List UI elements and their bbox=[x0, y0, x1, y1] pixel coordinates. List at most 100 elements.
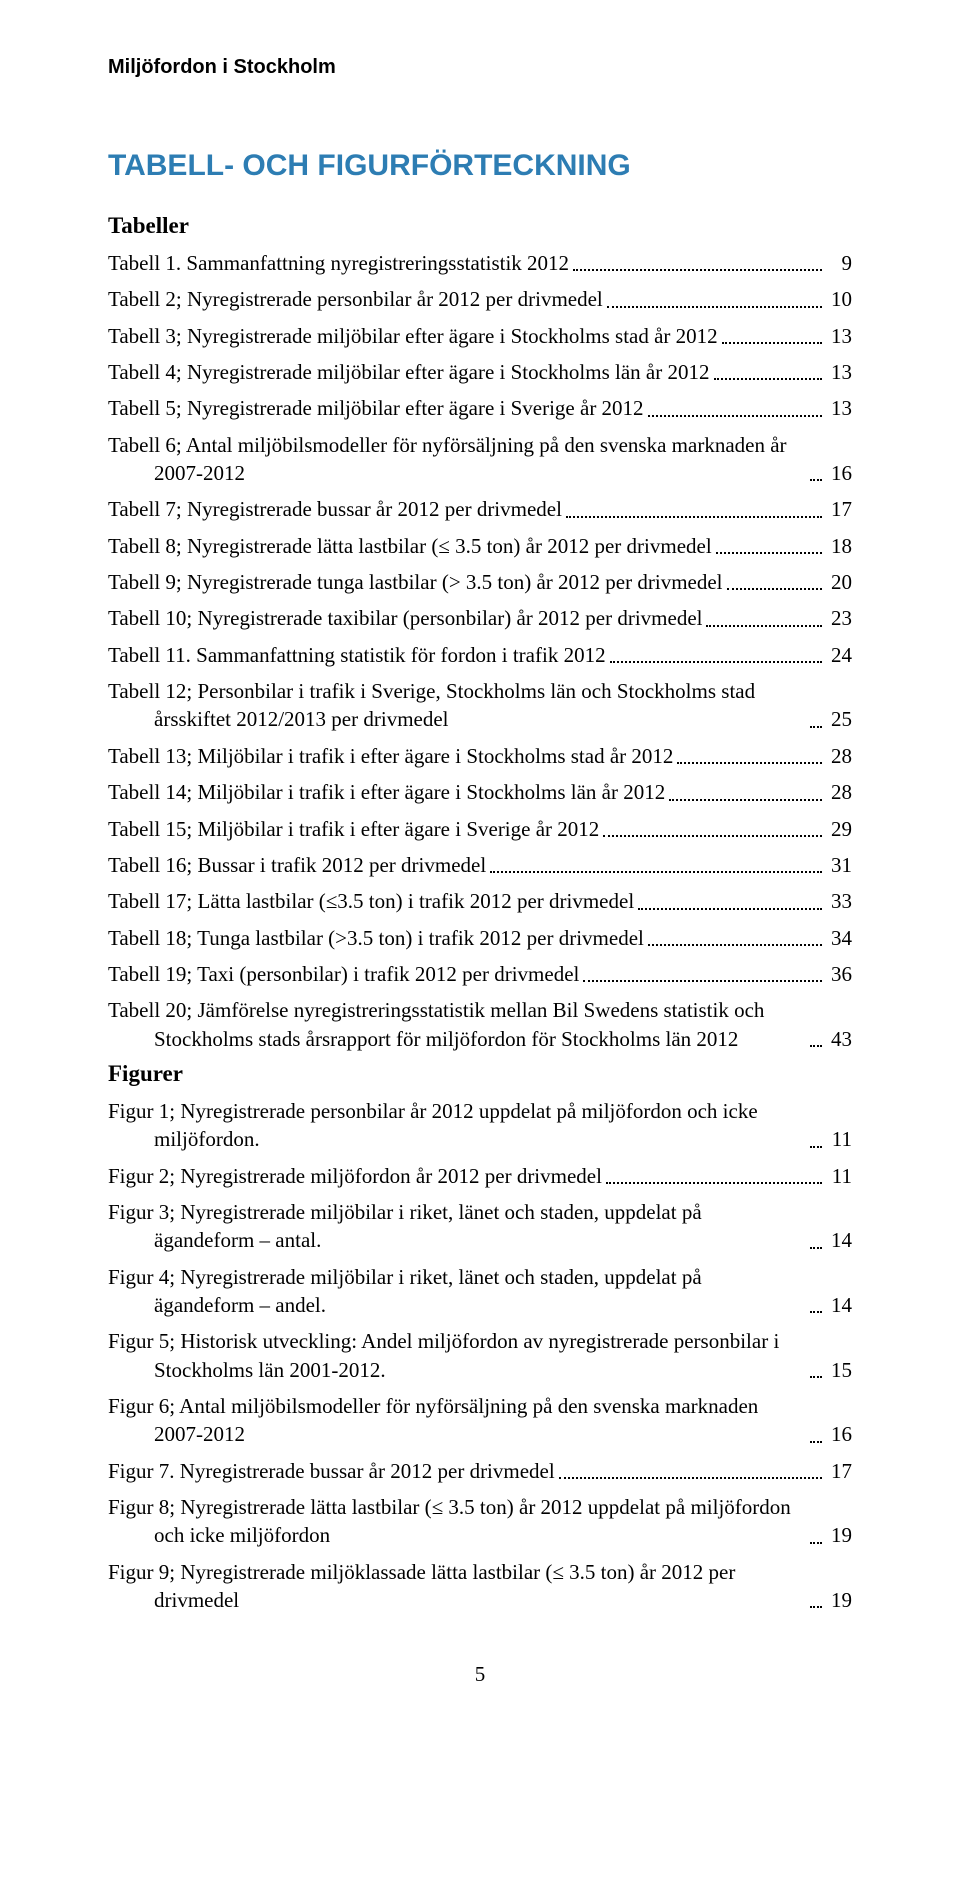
toc-leader bbox=[677, 761, 822, 764]
toc-leader bbox=[810, 725, 822, 728]
tabeller-list: Tabell 1. Sammanfattning nyregistrerings… bbox=[108, 249, 852, 1053]
toc-text: Tabell 9; Nyregistrerade tunga lastbilar… bbox=[108, 568, 723, 596]
toc-text: Tabell 7; Nyregistrerade bussar år 2012 … bbox=[108, 495, 562, 523]
page-number: 5 bbox=[108, 1662, 852, 1687]
toc-page: 36 bbox=[826, 960, 852, 988]
toc-text: Figur 1; Nyregistrerade personbilar år 2… bbox=[108, 1097, 806, 1154]
toc-page: 31 bbox=[826, 851, 852, 879]
toc-page: 19 bbox=[826, 1586, 852, 1614]
toc-row: Tabell 15; Miljöbilar i trafik i efter ä… bbox=[108, 815, 852, 843]
toc-leader bbox=[610, 660, 822, 663]
toc-page: 17 bbox=[826, 495, 852, 523]
toc-text: Tabell 19; Taxi (personbilar) i trafik 2… bbox=[108, 960, 579, 988]
toc-row: Tabell 9; Nyregistrerade tunga lastbilar… bbox=[108, 568, 852, 596]
toc-text: Tabell 11. Sammanfattning statistik för … bbox=[108, 641, 606, 669]
toc-row: Tabell 10; Nyregistrerade taxibilar (per… bbox=[108, 604, 852, 632]
toc-row: Figur 7. Nyregistrerade bussar år 2012 p… bbox=[108, 1457, 852, 1485]
toc-text: Tabell 2; Nyregistrerade personbilar år … bbox=[108, 285, 603, 313]
toc-row: Figur 3; Nyregistrerade miljöbilar i rik… bbox=[108, 1198, 852, 1255]
toc-text: Tabell 3; Nyregistrerade miljöbilar efte… bbox=[108, 322, 718, 350]
toc-row: Tabell 18; Tunga lastbilar (>3.5 ton) i … bbox=[108, 924, 852, 952]
toc-leader bbox=[810, 1246, 822, 1249]
toc-page: 20 bbox=[826, 568, 852, 596]
toc-page: 25 bbox=[826, 705, 852, 733]
toc-leader bbox=[559, 1476, 822, 1479]
toc-leader bbox=[810, 1605, 822, 1608]
toc-row: Tabell 20; Jämförelse nyregistreringssta… bbox=[108, 996, 852, 1053]
toc-page: 11 bbox=[826, 1162, 852, 1190]
toc-text: Tabell 14; Miljöbilar i trafik i efter ä… bbox=[108, 778, 665, 806]
toc-text: Tabell 8; Nyregistrerade lätta lastbilar… bbox=[108, 532, 712, 560]
toc-page: 28 bbox=[826, 778, 852, 806]
document-page: Miljöfordon i Stockholm TABELL- OCH FIGU… bbox=[0, 0, 960, 1747]
toc-leader bbox=[566, 515, 822, 518]
toc-row: Figur 6; Antal miljöbilsmodeller för nyf… bbox=[108, 1392, 852, 1449]
toc-leader bbox=[727, 587, 822, 590]
toc-row: Tabell 16; Bussar i trafik 2012 per driv… bbox=[108, 851, 852, 879]
toc-page: 24 bbox=[826, 641, 852, 669]
toc-page: 23 bbox=[826, 604, 852, 632]
toc-leader bbox=[606, 1181, 822, 1184]
toc-page: 11 bbox=[826, 1125, 852, 1153]
toc-page: 10 bbox=[826, 285, 852, 313]
toc-text: Figur 4; Nyregistrerade miljöbilar i rik… bbox=[108, 1263, 806, 1320]
toc-page: 13 bbox=[826, 322, 852, 350]
toc-page: 29 bbox=[826, 815, 852, 843]
toc-page: 9 bbox=[826, 249, 852, 277]
toc-text: Tabell 18; Tunga lastbilar (>3.5 ton) i … bbox=[108, 924, 644, 952]
toc-leader bbox=[810, 1044, 822, 1047]
toc-text: Figur 5; Historisk utveckling: Andel mil… bbox=[108, 1327, 806, 1384]
toc-leader bbox=[810, 1145, 822, 1148]
toc-row: Tabell 1. Sammanfattning nyregistrerings… bbox=[108, 249, 852, 277]
toc-text: Tabell 17; Lätta lastbilar (≤3.5 ton) i … bbox=[108, 887, 634, 915]
toc-row: Tabell 7; Nyregistrerade bussar år 2012 … bbox=[108, 495, 852, 523]
toc-leader bbox=[648, 943, 822, 946]
toc-text: Tabell 15; Miljöbilar i trafik i efter ä… bbox=[108, 815, 599, 843]
figurer-heading: Figurer bbox=[108, 1061, 852, 1087]
toc-text: Tabell 12; Personbilar i trafik i Sverig… bbox=[108, 677, 806, 734]
toc-row: Tabell 4; Nyregistrerade miljöbilar efte… bbox=[108, 358, 852, 386]
toc-row: Tabell 17; Lätta lastbilar (≤3.5 ton) i … bbox=[108, 887, 852, 915]
toc-text: Tabell 6; Antal miljöbilsmodeller för ny… bbox=[108, 431, 806, 488]
toc-page: 14 bbox=[826, 1291, 852, 1319]
toc-leader bbox=[722, 341, 822, 344]
toc-leader bbox=[603, 834, 822, 837]
toc-leader bbox=[716, 551, 822, 554]
toc-row: Figur 2; Nyregistrerade miljöfordon år 2… bbox=[108, 1162, 852, 1190]
toc-row: Tabell 13; Miljöbilar i trafik i efter ä… bbox=[108, 742, 852, 770]
toc-row: Figur 5; Historisk utveckling: Andel mil… bbox=[108, 1327, 852, 1384]
toc-page: 18 bbox=[826, 532, 852, 560]
toc-leader bbox=[669, 798, 822, 801]
toc-row: Tabell 3; Nyregistrerade miljöbilar efte… bbox=[108, 322, 852, 350]
toc-page: 17 bbox=[826, 1457, 852, 1485]
toc-row: Tabell 8; Nyregistrerade lätta lastbilar… bbox=[108, 532, 852, 560]
toc-leader bbox=[573, 268, 822, 271]
toc-row: Tabell 6; Antal miljöbilsmodeller för ny… bbox=[108, 431, 852, 488]
toc-text: Figur 9; Nyregistrerade miljöklassade lä… bbox=[108, 1558, 806, 1615]
tabeller-heading: Tabeller bbox=[108, 213, 852, 239]
toc-text: Tabell 10; Nyregistrerade taxibilar (per… bbox=[108, 604, 702, 632]
toc-leader bbox=[583, 979, 822, 982]
toc-leader bbox=[810, 1440, 822, 1443]
toc-text: Figur 3; Nyregistrerade miljöbilar i rik… bbox=[108, 1198, 806, 1255]
toc-page: 43 bbox=[826, 1025, 852, 1053]
toc-text: Figur 8; Nyregistrerade lätta lastbilar … bbox=[108, 1493, 806, 1550]
toc-text: Tabell 16; Bussar i trafik 2012 per driv… bbox=[108, 851, 486, 879]
toc-page: 33 bbox=[826, 887, 852, 915]
toc-row: Figur 8; Nyregistrerade lätta lastbilar … bbox=[108, 1493, 852, 1550]
toc-page: 34 bbox=[826, 924, 852, 952]
toc-row: Figur 9; Nyregistrerade miljöklassade lä… bbox=[108, 1558, 852, 1615]
toc-leader bbox=[810, 1541, 822, 1544]
toc-text: Tabell 20; Jämförelse nyregistreringssta… bbox=[108, 996, 806, 1053]
toc-row: Tabell 14; Miljöbilar i trafik i efter ä… bbox=[108, 778, 852, 806]
toc-page: 28 bbox=[826, 742, 852, 770]
toc-text: Figur 6; Antal miljöbilsmodeller för nyf… bbox=[108, 1392, 806, 1449]
running-head: Miljöfordon i Stockholm bbox=[108, 56, 852, 79]
toc-row: Tabell 12; Personbilar i trafik i Sverig… bbox=[108, 677, 852, 734]
toc-row: Tabell 5; Nyregistrerade miljöbilar efte… bbox=[108, 394, 852, 422]
toc-leader bbox=[490, 870, 822, 873]
toc-leader bbox=[706, 624, 822, 627]
toc-leader bbox=[648, 414, 822, 417]
toc-page: 13 bbox=[826, 358, 852, 386]
toc-leader bbox=[810, 1375, 822, 1378]
